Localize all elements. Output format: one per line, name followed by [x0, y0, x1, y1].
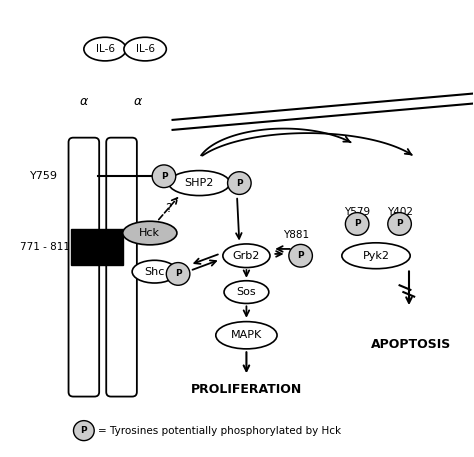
- Text: Hck: Hck: [139, 228, 160, 238]
- Text: P: P: [175, 270, 182, 278]
- Text: Shc: Shc: [145, 266, 165, 276]
- Text: ?: ?: [165, 202, 172, 214]
- Text: = Tyrosines potentially phosphorylated by Hck: = Tyrosines potentially phosphorylated b…: [98, 425, 341, 436]
- Text: P: P: [236, 179, 243, 187]
- Text: PROLIFERATION: PROLIFERATION: [191, 383, 302, 396]
- Text: 771 - 811: 771 - 811: [20, 242, 70, 252]
- Ellipse shape: [124, 37, 166, 61]
- Text: Sos: Sos: [237, 287, 256, 297]
- Text: Y881: Y881: [283, 230, 309, 240]
- Text: APOPTOSIS: APOPTOSIS: [371, 338, 451, 351]
- Text: P: P: [354, 219, 360, 228]
- Circle shape: [228, 172, 251, 194]
- Circle shape: [289, 244, 312, 267]
- Text: IL-6: IL-6: [96, 44, 115, 54]
- Text: α: α: [134, 95, 142, 108]
- Text: MAPK: MAPK: [231, 330, 262, 340]
- Ellipse shape: [84, 37, 126, 61]
- Circle shape: [346, 213, 369, 235]
- Text: SHP2: SHP2: [184, 178, 214, 188]
- Text: Y759: Y759: [30, 171, 58, 181]
- Text: IL-6: IL-6: [136, 44, 155, 54]
- Text: P: P: [81, 426, 87, 435]
- Circle shape: [166, 263, 190, 285]
- Circle shape: [152, 165, 176, 188]
- FancyBboxPatch shape: [106, 138, 137, 397]
- Text: Y402: Y402: [387, 207, 412, 217]
- FancyBboxPatch shape: [69, 138, 99, 397]
- Ellipse shape: [123, 221, 177, 245]
- Circle shape: [73, 420, 94, 441]
- Ellipse shape: [169, 170, 230, 196]
- Text: P: P: [396, 219, 403, 228]
- Text: α: α: [80, 95, 88, 108]
- Ellipse shape: [132, 260, 177, 283]
- Circle shape: [388, 213, 411, 235]
- Text: Y579: Y579: [344, 207, 370, 217]
- Ellipse shape: [216, 322, 277, 349]
- Ellipse shape: [223, 244, 270, 267]
- Ellipse shape: [224, 281, 269, 303]
- Text: P: P: [297, 251, 304, 260]
- Text: P: P: [161, 172, 167, 181]
- Ellipse shape: [342, 243, 410, 269]
- Bar: [71, 228, 123, 265]
- Text: Pyk2: Pyk2: [363, 251, 390, 261]
- Text: Grb2: Grb2: [233, 251, 260, 261]
